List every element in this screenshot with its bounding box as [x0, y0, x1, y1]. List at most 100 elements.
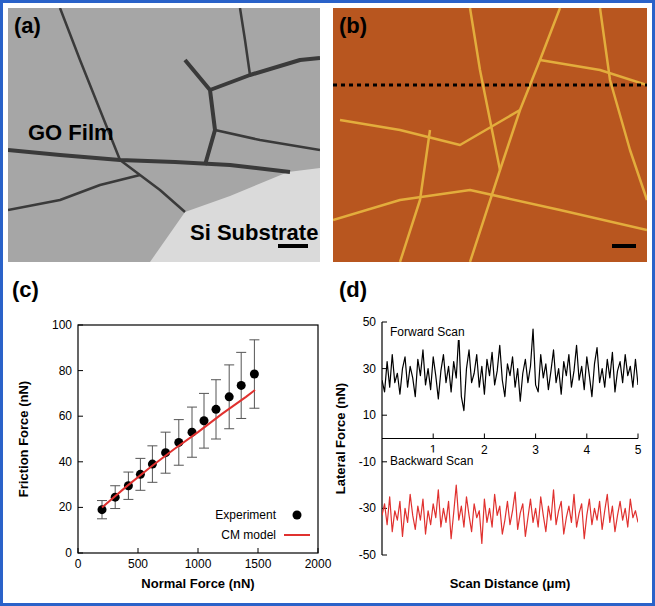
y-tick [78, 325, 83, 326]
error-cap [187, 407, 197, 408]
label-patch [388, 324, 467, 340]
error-cap [123, 499, 133, 500]
frame [2, 2, 654, 605]
error-cap [174, 419, 184, 420]
error-cap [236, 418, 246, 419]
error-bar [211, 380, 221, 439]
x-tick [433, 434, 434, 439]
y-tick-label: 20 [59, 500, 73, 514]
scale-bar [612, 244, 636, 248]
image-label: GO Film [28, 120, 114, 145]
error-bar [249, 340, 259, 408]
image-label: Si Substrate [190, 220, 318, 245]
afm-ground [333, 8, 647, 262]
scan-line [382, 329, 638, 411]
crack [185, 60, 215, 165]
y-tick [382, 322, 387, 323]
plot-marks [97, 340, 259, 519]
y-tick [382, 555, 387, 556]
x-tick-label: 2000 [305, 557, 332, 571]
legend-swatch [284, 534, 310, 536]
error-cap [97, 500, 107, 501]
crack [215, 130, 320, 150]
ridge [600, 8, 647, 200]
ridge [400, 130, 430, 262]
x-tick [78, 548, 79, 553]
error-cap [224, 428, 234, 429]
data-point [250, 370, 259, 379]
error-cap [123, 472, 133, 473]
scan-line [382, 485, 638, 543]
y-tick-label: -10 [359, 455, 377, 469]
ridge [470, 8, 500, 170]
error-cap [224, 364, 234, 365]
x-tick-label: 500 [128, 557, 148, 571]
error-cap [135, 490, 145, 491]
plot-marks [382, 329, 638, 543]
x-tick-label: 2 [481, 443, 488, 457]
error-bar [236, 352, 246, 418]
error-bar [224, 365, 234, 429]
y-tick-label: -30 [359, 501, 377, 515]
afm-image [333, 8, 647, 262]
panel-letter: (a) [14, 13, 41, 38]
x-tick [535, 434, 536, 439]
x-tick [138, 548, 139, 553]
plot-frame [78, 325, 318, 553]
x-axis-title: Normal Force (nN) [141, 576, 254, 591]
x-tick-label: 1000 [185, 557, 212, 571]
error-cap [199, 448, 209, 449]
y-tick [78, 461, 83, 462]
error-cap [187, 457, 197, 458]
profile-line [333, 84, 647, 87]
error-cap [199, 393, 209, 394]
data-point [200, 416, 209, 425]
y-tick [78, 416, 83, 417]
x-tick [638, 434, 639, 439]
x-axis-title: Scan Distance (μm) [450, 576, 571, 591]
y-tick-label: 10 [363, 408, 377, 422]
error-cap [174, 465, 184, 466]
y-axis-title: Friction Force (nN) [16, 381, 31, 497]
error-cap [211, 439, 221, 440]
y-tick-label: 30 [363, 362, 377, 376]
x-tick [484, 434, 485, 439]
x-tick [258, 548, 259, 553]
crack [210, 58, 320, 90]
y-tick-label: 40 [59, 455, 73, 469]
model-line [102, 390, 255, 507]
series-label: Forward Scan [390, 325, 465, 339]
error-cap [211, 379, 221, 380]
figure: (a)GO FilmSi Substrate(b)(c)050010001500… [0, 0, 655, 606]
y-tick [78, 553, 83, 554]
error-cap [249, 339, 259, 340]
y-tick [382, 461, 387, 462]
error-cap [161, 432, 171, 433]
x-tick-label: 5 [635, 443, 642, 457]
y-tick [382, 415, 387, 416]
legend-label: CM model [221, 528, 276, 542]
error-cap [147, 445, 157, 446]
crack [120, 160, 185, 212]
go-film [8, 8, 320, 262]
y-axis-title: Lateral Force (nN) [333, 383, 348, 494]
x-tick-label: 3 [532, 443, 539, 457]
error-bar [199, 393, 209, 448]
data-point [237, 381, 246, 390]
error-cap [161, 473, 171, 474]
ridge [470, 8, 560, 262]
data-point [212, 405, 221, 414]
x-tick [586, 434, 587, 439]
panel-letter: (d) [339, 277, 367, 302]
error-cap [135, 458, 145, 459]
y-tick-label: 80 [59, 364, 73, 378]
y-tick [78, 370, 83, 371]
error-cap [97, 518, 107, 519]
label-patch [388, 453, 475, 469]
error-cap [110, 508, 120, 509]
x-tick-label: 0 [75, 557, 82, 571]
y-tick-label: 60 [59, 409, 73, 423]
panel-letter: (c) [12, 277, 39, 302]
crack [8, 150, 290, 172]
crack [240, 8, 250, 75]
